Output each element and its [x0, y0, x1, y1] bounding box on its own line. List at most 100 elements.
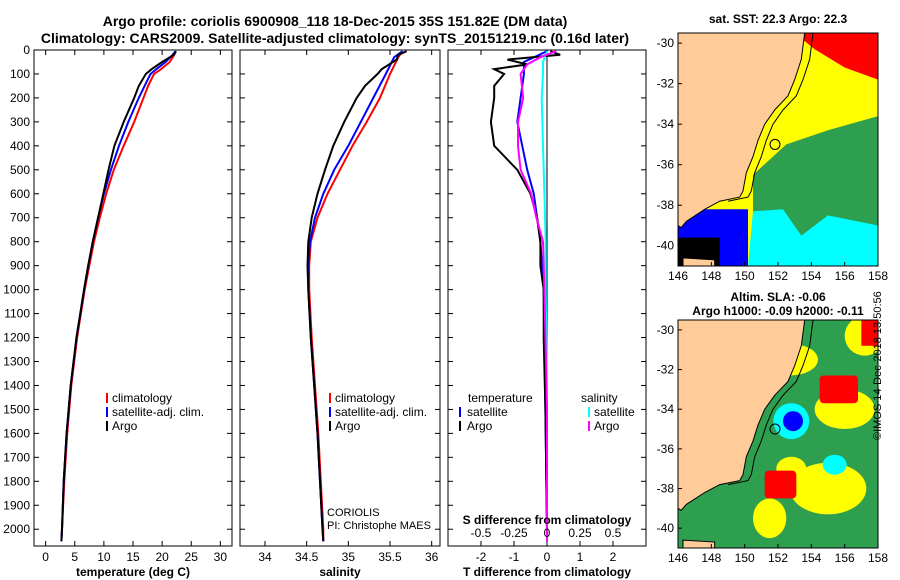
x2-tick-label: -0.25 — [500, 526, 528, 540]
y-tick-label: 200 — [10, 91, 30, 105]
y-tick-label: 1200 — [3, 331, 30, 345]
x-tick-label: -1 — [509, 550, 520, 564]
x-tick-label: 146 — [668, 269, 688, 283]
y-tick-label: 1900 — [3, 498, 30, 512]
x-tick-label: 15 — [126, 550, 140, 564]
x-tick-label: 35.5 — [378, 550, 402, 564]
x-tick-label: 154 — [801, 551, 821, 565]
land-australia — [678, 33, 806, 229]
annotation-text: PI: Christophe MAES — [327, 520, 431, 532]
series-line-climatology — [308, 50, 404, 542]
x-axis-label: temperature (deg C) — [76, 565, 190, 579]
y-tick-label: 1800 — [3, 474, 30, 488]
x-tick-label: 0 — [544, 550, 551, 564]
y-tick-label: -40 — [657, 521, 675, 535]
y-tick-label: 1500 — [3, 402, 30, 416]
x2-tick-label: 0 — [544, 526, 551, 540]
x-tick-label: 158 — [868, 551, 888, 565]
sla-anomaly-high — [764, 470, 797, 499]
temperature-profile: 0 5 10 15 20 25 30 temperature (deg C) 0 100 200 30… — [3, 43, 233, 579]
y-tick-label: 2000 — [3, 522, 30, 536]
x-tick-label: 5 — [71, 550, 78, 564]
x-axis-label: salinity — [319, 565, 361, 579]
x-tick-label: -2 — [476, 550, 487, 564]
x-tick-label: 152 — [768, 551, 788, 565]
legend-entry: climatology — [112, 391, 172, 405]
x-tick-label: 152 — [768, 269, 788, 283]
series-line-argo — [306, 50, 408, 542]
y-tick-label: -38 — [657, 198, 675, 212]
x-tick-label: 34.5 — [295, 550, 319, 564]
legend-entry: Argo — [335, 419, 361, 433]
x-tick-label: 148 — [701, 269, 721, 283]
sst-map: 146 148 150 152 154 156 158 -30 -32 -34 -36 -38 -40 s… — [657, 12, 889, 283]
x-tick-label: 25 — [185, 550, 199, 564]
y-tick-label: 1000 — [3, 283, 30, 297]
argo-float-marker — [769, 423, 781, 435]
series-line-satellite-adj-clim- — [307, 50, 404, 542]
y-tick-label: 700 — [10, 211, 30, 225]
x-tick-label: 10 — [97, 550, 111, 564]
series-line-argo — [60, 50, 177, 542]
y-tick-label: 1600 — [3, 426, 30, 440]
sla-anomaly-negative — [822, 454, 847, 475]
y-tick-label: 100 — [10, 67, 30, 81]
x-tick-label: 148 — [701, 551, 721, 565]
x-tick-label: 150 — [735, 269, 755, 283]
legend-entry: satellite-adj. clim. — [335, 405, 427, 419]
chart-subtitle: Argo h1000: -0.09 h2000: -0.11 — [692, 304, 864, 318]
shelf-contour — [727, 33, 814, 202]
legend-entry: Argo — [112, 419, 138, 433]
sla-anomaly-high — [819, 375, 858, 404]
x-tick-label: 1 — [577, 550, 584, 564]
argo-float-marker — [769, 138, 781, 150]
sla-map-field — [678, 320, 878, 548]
y-tick-label: 1400 — [3, 378, 30, 392]
shelf-contour — [727, 320, 814, 486]
y-tick-label: -32 — [657, 77, 675, 91]
x-tick-label: 20 — [155, 550, 169, 564]
x2-tick-label: -0.5 — [471, 526, 492, 540]
x-tick-label: 35 — [342, 550, 356, 564]
series-line-temperature-argo — [489, 50, 561, 542]
y-tick-label: -38 — [657, 482, 675, 496]
x-tick-label: 154 — [801, 269, 821, 283]
legend-entry: satellite — [467, 405, 508, 419]
y-tick-label: -30 — [657, 36, 675, 50]
x-tick-label: 158 — [868, 269, 888, 283]
sla-anomaly-low — [783, 411, 803, 432]
x-tick-label: 2 — [610, 550, 617, 564]
x-tick-label: 30 — [214, 550, 228, 564]
x2-tick-label: 0.5 — [605, 526, 622, 540]
title-line-2: Climatology: CARS2009. Satellite-adjuste… — [40, 30, 630, 46]
y-tick-label: -36 — [657, 158, 675, 172]
y-tick-label: 400 — [10, 139, 30, 153]
x2-axis-label: S difference from climatology — [463, 513, 632, 527]
y-tick-label: 0 — [23, 43, 30, 57]
sla-map: 146 148 150 152 154 156 158 -30 -32 -34 -36 -38 -40 A… — [657, 290, 889, 565]
x2-tick-label: 0.25 — [568, 526, 592, 540]
y-tick-label: -36 — [657, 442, 675, 456]
land-tasmania — [682, 539, 716, 548]
x-tick-label: 150 — [735, 551, 755, 565]
x-tick-label: 156 — [835, 269, 855, 283]
y-tick-label: -34 — [657, 117, 675, 131]
chart-title: Altim. SLA: -0.06 — [730, 290, 826, 304]
y-tick-label: 300 — [10, 115, 30, 129]
y-tick-label: 800 — [10, 235, 30, 249]
annotation-text: CORIOLIS — [327, 507, 380, 519]
title-line-1: Argo profile: coriolis 6900908_118 18-De… — [102, 13, 568, 29]
legend-group-title: salinity — [581, 391, 618, 405]
legend-entry: satellite-adj. clim. — [112, 405, 204, 419]
salinity-profile: 34 34.5 35 35.5 36 salinity climatologysatelli… — [239, 49, 441, 579]
series-line-satellite-adj-clim- — [60, 50, 177, 542]
y-tick-label: 1300 — [3, 354, 30, 368]
y-tick-label: 1700 — [3, 450, 30, 464]
y-tick-label: -40 — [657, 239, 675, 253]
x-tick-label: 156 — [835, 551, 855, 565]
y-tick-label: 500 — [10, 163, 30, 177]
y-tick-label: 600 — [10, 187, 30, 201]
y-tick-label: 900 — [10, 259, 30, 273]
x-axis-label: T difference from climatology — [463, 565, 631, 579]
difference-profile: -2 -1 0 1 2T difference from climatology -0.5… — [447, 49, 647, 579]
